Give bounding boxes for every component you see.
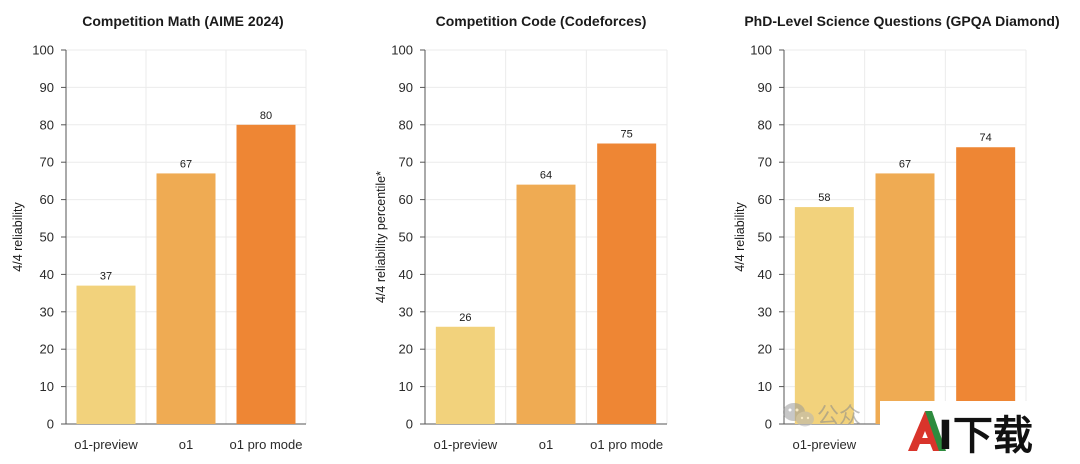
bar-value-label: 64 [540,170,552,182]
y-tick-label: 90 [758,80,772,95]
bar-o1-pro-mode [236,124,296,425]
y-tick-label: 80 [758,117,772,132]
y-tick-label: 20 [758,342,772,357]
bar-value-label: 75 [621,129,633,141]
watermark: 公众 [781,397,881,433]
bar-o1 [875,173,935,424]
x-tick-label: o1-preview [793,437,857,452]
bar-o1-preview [435,326,495,424]
y-tick-label: 50 [40,230,54,245]
bar-o1-preview [76,285,136,424]
y-tick-label: 0 [47,417,54,432]
y-tick-label: 50 [399,230,413,245]
chart-title: PhD-Level Science Questions (GPQA Diamon… [744,13,1059,29]
bar-value-label: 74 [980,132,992,144]
logo-text: I下载 [938,413,1033,459]
bar-value-label: 67 [899,158,911,170]
y-tick-label: 0 [406,417,413,432]
x-tick-label: o1-preview [434,437,498,452]
y-tick-label: 30 [40,304,54,319]
y-tick-label: 80 [399,117,413,132]
chart-3: PhD-Level Science Questions (GPQA Diamon… [733,13,1060,452]
y-tick-label: 40 [758,267,772,282]
y-tick-label: 60 [40,192,54,207]
x-tick-label: o1 pro mode [590,437,663,452]
y-tick-label: 30 [399,304,413,319]
site-logo: I下载 [880,401,1080,459]
y-axis-label: 4/4 reliability percentile* [374,171,388,303]
bar-value-label: 58 [818,192,830,204]
y-axis-label: 4/4 reliability [11,202,25,272]
y-tick-label: 10 [399,379,413,394]
y-tick-label: 20 [399,342,413,357]
bar-value-label: 26 [459,312,471,324]
y-tick-label: 100 [391,43,413,58]
y-tick-label: 60 [758,192,772,207]
y-tick-label: 70 [758,155,772,170]
y-tick-label: 60 [399,192,413,207]
y-tick-label: 10 [758,379,772,394]
y-tick-label: 20 [40,342,54,357]
y-tick-label: 100 [750,43,772,58]
bar-o1-preview [794,207,854,424]
y-tick-label: 40 [40,267,54,282]
bar-value-label: 67 [180,158,192,170]
y-tick-label: 50 [758,230,772,245]
x-tick-label: o1 pro mode [230,437,303,452]
bar-value-label: 37 [100,271,112,283]
y-tick-label: 70 [40,155,54,170]
bar-value-label: 80 [260,110,272,122]
x-tick-label: o1-preview [74,437,138,452]
y-tick-label: 100 [32,43,54,58]
wechat-icon [783,403,814,427]
x-tick-label: o1 [539,437,553,452]
bar-o1-pro-mode [597,143,657,424]
chart-1: Competition Math (AIME 2024) 0 10 20 30 40 50 6… [11,13,307,452]
watermark-text: 公众 [817,404,861,429]
y-axis-label: 4/4 reliability [733,202,747,272]
y-tick-label: 10 [40,379,54,394]
bar-o1 [156,173,216,424]
bar-o1 [516,184,576,424]
y-tick-label: 0 [765,417,772,432]
y-tick-label: 90 [399,80,413,95]
x-tick-label: o1 [179,437,193,452]
y-tick-label: 90 [40,80,54,95]
y-tick-label: 80 [40,117,54,132]
logo-a-mark [908,411,946,451]
bar-o1-pro-mode [956,147,1016,425]
y-tick-label: 40 [399,267,413,282]
chart-title: Competition Code (Codeforces) [436,13,647,29]
chart-title: Competition Math (AIME 2024) [82,13,283,29]
y-tick-label: 70 [399,155,413,170]
chart-2: Competition Code (Codeforces) 0 10 20 30 40 50… [374,13,668,452]
y-tick-label: 30 [758,304,772,319]
